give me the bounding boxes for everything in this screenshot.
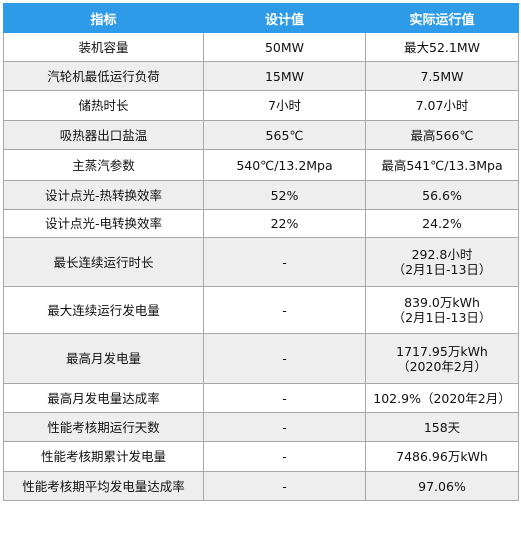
indicator-cell: 吸热器出口盐温 (3, 120, 204, 150)
actual-value-line2: （2月1日-13日） (392, 310, 492, 325)
indicator-cell: 最大连续运行发电量 (3, 286, 204, 334)
actual-value-cell: 最高566℃ (365, 120, 519, 150)
table-row: 性能考核期累计发电量 - 7486.96万kWh (3, 441, 519, 472)
design-value-cell: - (203, 237, 366, 287)
actual-value-line1: 839.0万kWh (404, 295, 480, 310)
design-value-cell: 565℃ (203, 120, 366, 150)
design-value-cell: 7小时 (203, 90, 366, 121)
actual-value-cell: 839.0万kWh （2月1日-13日） (365, 286, 519, 334)
table-row: 汽轮机最低运行负荷 15MW 7.5MW (3, 61, 519, 91)
table-row: 最长连续运行时长 - 292.8小时 （2月1日-13日） (3, 237, 519, 287)
actual-value-cell: 7.5MW (365, 61, 519, 91)
table-row: 最大连续运行发电量 - 839.0万kWh （2月1日-13日） (3, 286, 519, 334)
actual-value-cell: 7486.96万kWh (365, 441, 519, 472)
header-indicator: 指标 (3, 3, 204, 33)
indicator-cell: 汽轮机最低运行负荷 (3, 61, 204, 91)
actual-value-cell: 56.6% (365, 180, 519, 210)
table-row: 储热时长 7小时 7.07小时 (3, 90, 519, 121)
indicator-cell: 装机容量 (3, 32, 204, 62)
actual-value-cell: 292.8小时 （2月1日-13日） (365, 237, 519, 287)
indicator-cell: 主蒸汽参数 (3, 149, 204, 181)
design-value-cell: - (203, 412, 366, 442)
actual-value-cell: 158天 (365, 412, 519, 442)
actual-value-line1: 1717.95万kWh (396, 343, 488, 359)
table-row: 设计点光-热转换效率 52% 56.6% (3, 180, 519, 210)
actual-value-cell: 1717.95万kWh （2020年2月） (365, 333, 519, 384)
table-row: 主蒸汽参数 540℃/13.2Mpa 最高541℃/13.3Mpa (3, 149, 519, 181)
indicator-cell: 设计点光-电转换效率 (3, 209, 204, 238)
design-value-cell: - (203, 441, 366, 472)
table-row: 最高月发电量达成率 - 102.9%（2020年2月） (3, 383, 519, 413)
design-value-cell: - (203, 333, 366, 384)
indicator-cell: 性能考核期累计发电量 (3, 441, 204, 472)
design-value-cell: - (203, 471, 366, 501)
design-value-cell: 52% (203, 180, 366, 210)
actual-value-line2: （2020年2月） (397, 358, 487, 374)
design-value-cell: - (203, 286, 366, 334)
table-row: 性能考核期平均发电量达成率 - 97.06% (3, 471, 519, 501)
actual-value-cell: 102.9%（2020年2月） (365, 383, 519, 413)
indicator-cell: 设计点光-热转换效率 (3, 180, 204, 210)
indicator-cell: 性能考核期运行天数 (3, 412, 204, 442)
indicator-cell: 最高月发电量达成率 (3, 383, 204, 413)
performance-table: 指标 设计值 实际运行值 装机容量 50MW 最大52.1MW 汽轮机最低运行负… (3, 3, 519, 501)
design-value-cell: 15MW (203, 61, 366, 91)
indicator-cell: 最高月发电量 (3, 333, 204, 384)
indicator-cell: 最长连续运行时长 (3, 237, 204, 287)
actual-value-cell: 最高541℃/13.3Mpa (365, 149, 519, 181)
table-row: 吸热器出口盐温 565℃ 最高566℃ (3, 120, 519, 150)
actual-value-line1: 292.8小时 (411, 247, 473, 262)
design-value-cell: 50MW (203, 32, 366, 62)
table-row: 性能考核期运行天数 - 158天 (3, 412, 519, 442)
design-value-cell: 22% (203, 209, 366, 238)
actual-value-line2: （2月1日-13日） (392, 262, 492, 277)
table-row: 设计点光-电转换效率 22% 24.2% (3, 209, 519, 238)
design-value-cell: - (203, 383, 366, 413)
table-row: 装机容量 50MW 最大52.1MW (3, 32, 519, 62)
actual-value-cell: 最大52.1MW (365, 32, 519, 62)
table-row: 最高月发电量 - 1717.95万kWh （2020年2月） (3, 333, 519, 384)
indicator-cell: 性能考核期平均发电量达成率 (3, 471, 204, 501)
header-design-value: 设计值 (203, 3, 366, 33)
actual-value-cell: 7.07小时 (365, 90, 519, 121)
design-value-cell: 540℃/13.2Mpa (203, 149, 366, 181)
table-header-row: 指标 设计值 实际运行值 (3, 3, 519, 33)
actual-value-cell: 24.2% (365, 209, 519, 238)
indicator-cell: 储热时长 (3, 90, 204, 121)
header-actual-value: 实际运行值 (365, 3, 519, 33)
actual-value-cell: 97.06% (365, 471, 519, 501)
